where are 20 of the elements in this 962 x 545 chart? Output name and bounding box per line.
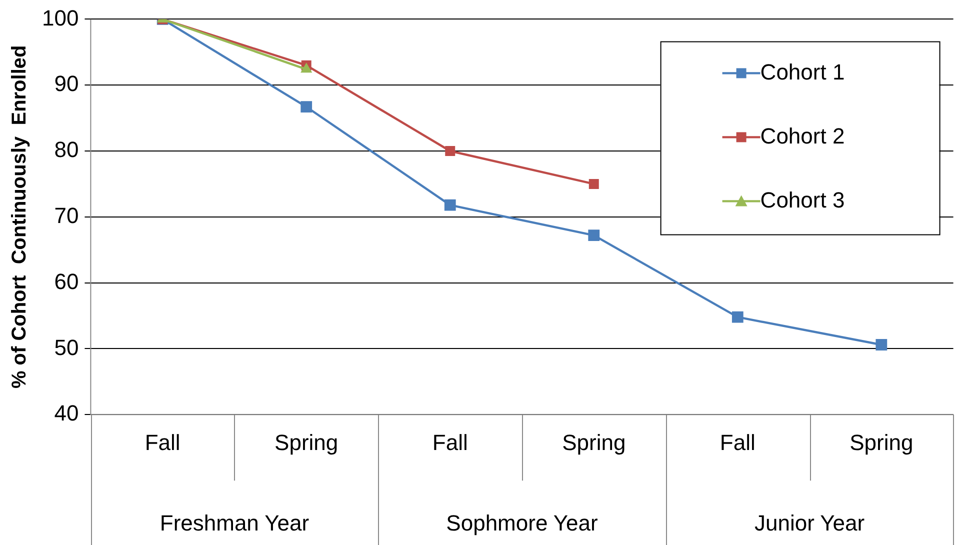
y-tick-label: 100 xyxy=(42,5,79,30)
x-tick-label: Fall xyxy=(432,430,468,455)
x-tick-label: Spring xyxy=(562,430,626,455)
y-tick-label: 50 xyxy=(54,334,79,360)
y-tick-label: 60 xyxy=(54,268,79,294)
y-tick-label: 70 xyxy=(54,202,79,228)
y-axis-title: % of Cohort Continuously Enrolled xyxy=(8,45,31,389)
text: Freshman Year xyxy=(160,510,310,536)
y-tick-label: 80 xyxy=(54,137,79,162)
x-tick-label: Spring xyxy=(850,430,914,455)
y-tick-label: 40 xyxy=(54,400,79,426)
legend-label: Cohort 1 xyxy=(760,59,845,84)
x-tick-label: Spring xyxy=(274,430,338,455)
x-tick-label: Fall xyxy=(144,430,180,455)
text: Junior Year xyxy=(754,510,865,536)
x-tick-label: Fall xyxy=(720,430,756,455)
legend-label: Cohort 2 xyxy=(760,123,845,148)
text: Sophmore Year xyxy=(446,510,598,536)
legend-label: Cohort 3 xyxy=(760,187,845,212)
y-tick-label: 90 xyxy=(54,71,79,96)
